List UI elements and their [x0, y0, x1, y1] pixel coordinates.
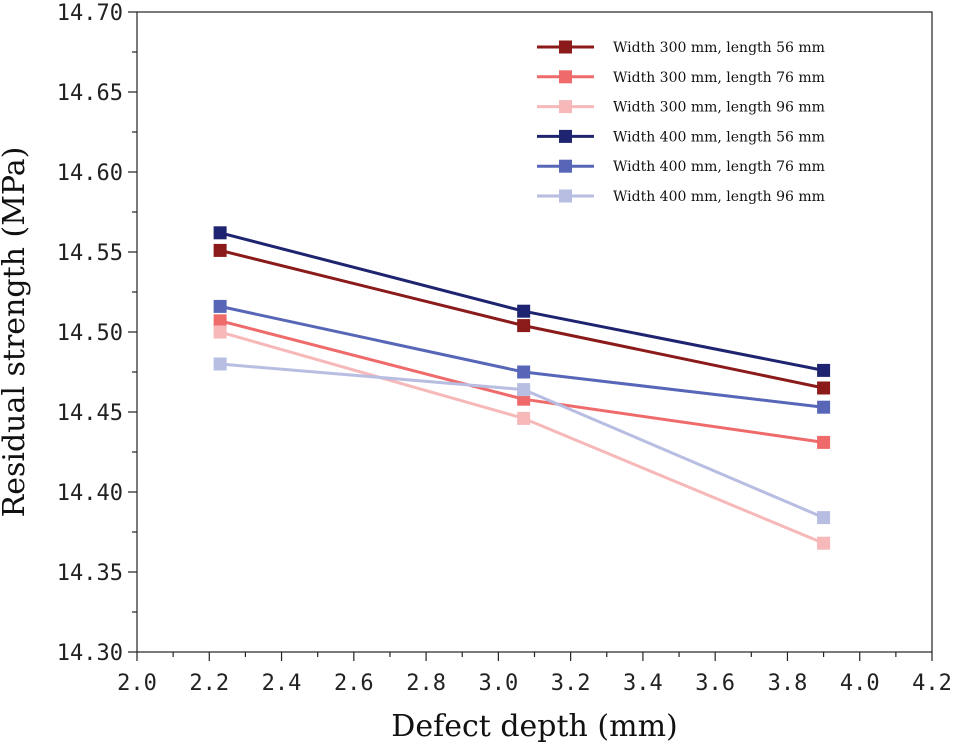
- data-point: [517, 319, 531, 333]
- x-tick-label: 3.4: [623, 671, 663, 696]
- y-tick-label: 14.65: [57, 81, 123, 106]
- series-line: [219, 330, 825, 545]
- y-tick-label: 14.70: [57, 1, 123, 26]
- legend-entry-1: Width 300 mm, length 56 mm: [537, 40, 825, 56]
- x-tick-label: 2.4: [262, 671, 302, 696]
- x-tick-label: 2.8: [406, 671, 446, 696]
- series-6: [213, 357, 831, 525]
- series-5: [213, 299, 831, 414]
- data-point: [517, 383, 531, 397]
- legend-marker: [559, 100, 572, 114]
- legend-marker: [559, 40, 572, 54]
- axis-ticks: 2.0 2.2 2.4 2.6 2.8 3.0 3.2 3.4 3.6 3.8 4.0 4.2 14.3…: [57, 1, 952, 696]
- y-axis-title: Residual strength (MPa): [0, 147, 32, 518]
- data-point: [213, 314, 227, 328]
- y-tick-label: 14.30: [57, 641, 123, 666]
- x-tick-label: 2.6: [334, 671, 374, 696]
- data-point: [817, 400, 831, 414]
- data-point: [213, 357, 227, 371]
- series-3: [213, 325, 831, 550]
- x-axis-title: Defect depth (mm): [391, 709, 677, 744]
- legend-entry-6: Width 400 mm, length 96 mm: [537, 189, 825, 205]
- legend-entry-5: Width 400 mm, length 76 mm: [537, 159, 825, 175]
- series-4: [213, 226, 831, 377]
- legend-marker: [559, 189, 572, 203]
- legend-label: Width 300 mm, length 96 mm: [613, 100, 825, 116]
- data-point: [213, 325, 227, 339]
- legend-entry-4: Width 400 mm, length 56 mm: [537, 129, 825, 145]
- legend-label: Width 400 mm, length 96 mm: [613, 189, 825, 205]
- series-1: [213, 243, 831, 395]
- y-tick-label: 14.40: [57, 481, 123, 506]
- data-point: [817, 381, 831, 395]
- x-tick-label: 4.2: [912, 671, 952, 696]
- y-tick-label: 14.55: [57, 241, 123, 266]
- legend-marker: [559, 70, 572, 84]
- legend: Width 300 mm, length 56 mm Width 300 mm, …: [537, 40, 825, 205]
- y-tick-label: 14.50: [57, 321, 123, 346]
- legend-label: Width 400 mm, length 76 mm: [613, 159, 825, 175]
- x-tick-label: 2.2: [189, 671, 229, 696]
- x-tick-label: 3.2: [551, 671, 591, 696]
- legend-marker: [559, 129, 572, 143]
- y-tick-label: 14.45: [57, 401, 123, 426]
- x-tick-label: 2.0: [117, 671, 157, 696]
- data-point: [213, 226, 227, 240]
- data-point: [213, 299, 227, 313]
- y-tick-label: 14.35: [57, 561, 123, 586]
- legend-entry-3: Width 300 mm, length 96 mm: [537, 100, 825, 116]
- series-line: [219, 231, 824, 372]
- series-2: [213, 314, 831, 449]
- data-point: [817, 511, 831, 525]
- data-point: [817, 536, 831, 550]
- x-tick-label: 3.6: [695, 671, 735, 696]
- legend-label: Width 400 mm, length 56 mm: [613, 129, 825, 145]
- legend-label: Width 300 mm, length 56 mm: [613, 40, 825, 56]
- data-point: [517, 411, 531, 425]
- legend-marker: [559, 159, 572, 173]
- data-point: [517, 365, 531, 379]
- data-point: [517, 304, 531, 318]
- y-tick-label: 14.60: [57, 161, 123, 186]
- data-point: [213, 243, 227, 257]
- x-tick-label: 3.8: [768, 671, 808, 696]
- x-tick-label: 4.0: [840, 671, 880, 696]
- plot-frame: [136, 11, 933, 653]
- legend-label: Width 300 mm, length 76 mm: [613, 70, 825, 86]
- data-point: [817, 435, 831, 449]
- legend-entry-2: Width 300 mm, length 76 mm: [537, 70, 825, 86]
- x-tick-label: 3.0: [478, 671, 518, 696]
- data-point: [817, 363, 831, 377]
- series-layer: [213, 226, 831, 550]
